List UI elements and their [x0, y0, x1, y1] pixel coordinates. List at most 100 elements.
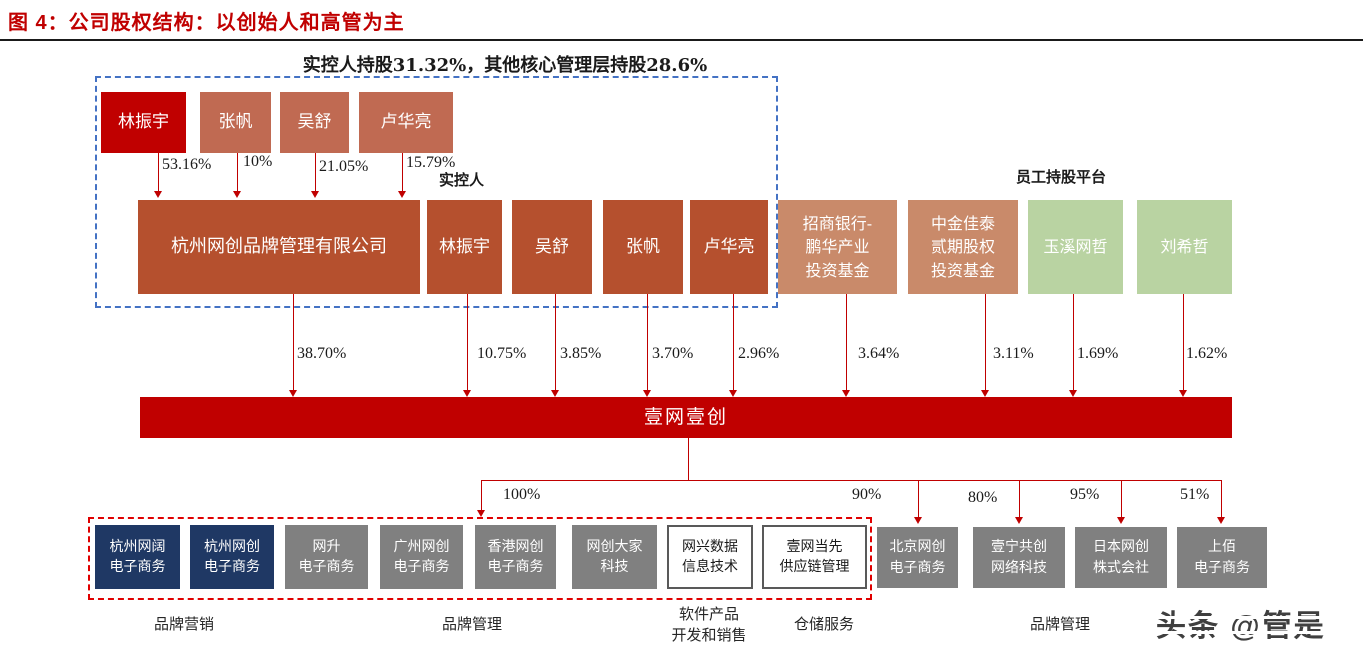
- connector-line: [985, 294, 986, 390]
- connector-line: [688, 438, 689, 480]
- shareholder-name: 杭州网创品牌管理有限公司: [171, 235, 387, 257]
- category-label-brand-management-left: 品牌管理: [441, 616, 502, 633]
- subsidiary-pct: 95%: [1070, 486, 1100, 503]
- shareholder-box-hangzhou-wangchuang-brand: 杭州网创品牌管理有限公司: [138, 200, 420, 294]
- subsidiary-name-line: 杭州网阔: [109, 538, 166, 555]
- employee-platform-label: 员工持股平台: [1016, 168, 1107, 186]
- subsidiary-name-line: 电子商务: [109, 559, 166, 575]
- shareholder-pct: 3.11%: [993, 345, 1034, 362]
- founder-name: 林振宇: [118, 112, 169, 133]
- subsidiary-name-line: 广州网创: [393, 538, 450, 555]
- subsidiary-name-line: 电子商务: [298, 559, 355, 575]
- connector-line: [467, 294, 468, 390]
- company-bar: 壹网壹创: [140, 397, 1232, 438]
- subsidiary-name-line: 壹宁共创: [991, 539, 1047, 556]
- shareholder-pct: 1.62%: [1186, 345, 1228, 362]
- subsidiary-box-guangzhou-wangchuang: 广州网创 电子商务: [380, 525, 463, 589]
- watermark-text: 头条 @管是: [1156, 610, 1326, 643]
- arrow-down-icon: [1217, 517, 1225, 524]
- subsidiary-name-line: 上佰: [1208, 539, 1236, 556]
- shareholder-pct: 3.70%: [652, 345, 694, 362]
- category-label-brand-marketing: 品牌营销: [153, 616, 214, 633]
- shareholder-box-yuxi-wangzhe: 玉溪网哲: [1028, 200, 1123, 294]
- arrow-down-icon: [1015, 517, 1023, 524]
- category-label-brand-management-right: 品牌管理: [1029, 616, 1090, 633]
- founder-name: 张帆: [218, 112, 253, 133]
- subsidiary-name-line: 香港网创: [487, 538, 544, 555]
- title-divider: [0, 39, 1363, 41]
- shareholder-pct: 1.69%: [1077, 345, 1119, 362]
- arrow-down-icon: [398, 191, 406, 198]
- wholly-owned-group-dashed-box: [88, 517, 872, 600]
- subsidiary-name-line: 杭州网创: [204, 538, 260, 555]
- shareholder-pct: 2.96%: [738, 345, 780, 362]
- connector-line: [1121, 480, 1122, 518]
- subsidiary-box-wangchuang-dajia: 网创大家 科技: [572, 525, 657, 589]
- subsidiary-name-line: 网络科技: [991, 559, 1047, 576]
- shareholder-name: 吴舒: [535, 236, 569, 257]
- arrow-down-icon: [842, 390, 850, 397]
- founder-box-wu-shu: 吴舒: [280, 92, 349, 153]
- category-label-line: 开发和销售: [671, 627, 747, 644]
- arrow-down-icon: [729, 390, 737, 397]
- arrow-down-icon: [643, 390, 651, 397]
- connector-line: [315, 153, 316, 192]
- connector-line: [237, 153, 238, 192]
- arrow-down-icon: [1069, 390, 1077, 397]
- connector-line: [402, 153, 403, 192]
- shareholder-name: 玉溪网哲: [1043, 237, 1108, 257]
- shareholder-pct: 10.75%: [477, 345, 527, 362]
- shareholder-name-line: 鹏华产业: [805, 237, 870, 257]
- connector-line: [733, 294, 734, 390]
- arrow-down-icon: [1179, 390, 1187, 397]
- subsidiary-name-line: 网创大家: [586, 538, 643, 555]
- shareholder-box-cmb-penghua-fund: 招商银行- 鹏华产业 投资基金: [778, 200, 897, 294]
- connector-line: [1073, 294, 1074, 390]
- subsidiary-name-line: 电子商务: [393, 559, 450, 575]
- founder-pct: 21.05%: [319, 158, 369, 175]
- shareholder-pct: 3.85%: [560, 345, 602, 362]
- subsidiary-name-line: 电子商务: [487, 559, 544, 575]
- founder-pct: 53.16%: [162, 156, 212, 173]
- connector-line: [158, 153, 159, 192]
- connector-line: [647, 294, 648, 390]
- subsidiary-name-line: 供应链管理: [779, 559, 850, 575]
- subsidiary-box-wangxing-data: 网兴数据 信息技术: [667, 525, 753, 589]
- watermark-stripe: [1157, 631, 1349, 634]
- connector-line: [1221, 480, 1222, 518]
- arrow-down-icon: [551, 390, 559, 397]
- subsidiary-box-hangzhou-wangchuang: 杭州网创 电子商务: [190, 525, 274, 589]
- subsidiary-name-line: 电子商务: [1194, 559, 1250, 576]
- arrow-down-icon: [154, 191, 162, 198]
- connector-line: [1183, 294, 1184, 390]
- arrow-down-icon: [463, 390, 471, 397]
- subsidiary-box-yiwang-dangxian: 壹网当先 供应链管理: [762, 525, 867, 589]
- subsidiary-name-line: 科技: [600, 559, 629, 575]
- connector-line: [555, 294, 556, 390]
- connector-line: [918, 480, 919, 518]
- figure-title: 图 4：公司股权结构：以创始人和高管为主: [8, 12, 405, 34]
- subsidiary-name-line: 株式会社: [1093, 559, 1149, 576]
- arrow-down-icon: [914, 517, 922, 524]
- shareholder-name: 卢华亮: [703, 236, 755, 257]
- subsidiary-name-line: 信息技术: [682, 559, 738, 575]
- controller-group-dashed-box: [95, 76, 778, 308]
- connector-line: [293, 294, 294, 390]
- founder-box-zhang-fan: 张帆: [200, 92, 271, 153]
- subsidiary-name-line: 电子商务: [204, 559, 260, 575]
- arrow-down-icon: [311, 191, 319, 198]
- shareholder-box-liu-xizhe: 刘希哲: [1137, 200, 1232, 294]
- category-label-line: 软件产品: [678, 606, 739, 623]
- subsidiary-name-line: 网兴数据: [682, 538, 738, 555]
- connector-line: [481, 480, 1221, 481]
- shareholder-name-line: 中金佳泰: [930, 214, 995, 234]
- subsidiary-name-line: 日本网创: [1093, 539, 1149, 556]
- founder-name: 卢华亮: [380, 112, 432, 133]
- arrow-down-icon: [477, 510, 485, 517]
- subsidiary-pct: 100%: [503, 486, 541, 503]
- shareholder-name: 张帆: [626, 236, 660, 257]
- shareholder-name-line: 投资基金: [805, 260, 870, 280]
- connector-line: [846, 294, 847, 390]
- connector-line: [1019, 480, 1020, 518]
